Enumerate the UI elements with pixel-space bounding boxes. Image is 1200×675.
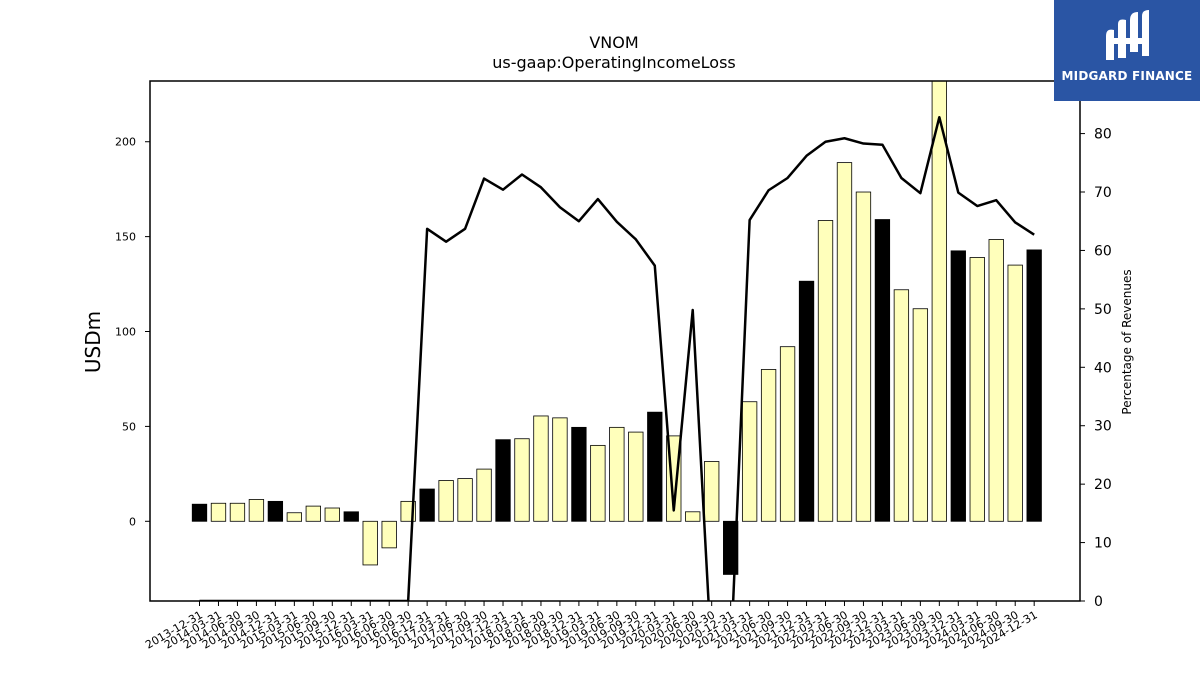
bar xyxy=(533,415,549,522)
brand-logo: MIDGARD FINANCE xyxy=(1054,0,1200,101)
y-tick-label-left: 100 xyxy=(115,326,136,339)
bar xyxy=(836,162,853,522)
bar xyxy=(343,511,359,522)
bar xyxy=(1026,249,1042,522)
bar xyxy=(893,289,910,522)
plot-marks xyxy=(191,81,1042,601)
bar xyxy=(229,502,246,522)
y-tick-label-right: 50 xyxy=(1094,302,1112,318)
logo-mark-icon xyxy=(1106,10,1149,60)
bar xyxy=(419,488,435,522)
logo-text: MIDGARD FINANCE xyxy=(1061,69,1193,83)
bar xyxy=(248,499,265,522)
bar xyxy=(1007,264,1023,522)
bar xyxy=(552,417,568,522)
bar xyxy=(817,220,834,522)
bar xyxy=(760,369,777,522)
y-axis-label-right: Percentage of Revenues xyxy=(1120,269,1134,414)
bar xyxy=(457,478,473,522)
plot-frame xyxy=(149,80,1081,602)
plot-area: 050100150200010203040506070802013-12-312… xyxy=(115,80,1112,652)
bar xyxy=(476,468,492,522)
bar xyxy=(779,346,796,522)
y-tick-label-left: 50 xyxy=(122,420,136,433)
bar xyxy=(324,507,340,522)
bar xyxy=(969,257,985,522)
y-tick-label-left: 0 xyxy=(129,515,136,528)
bar xyxy=(609,426,625,522)
bar xyxy=(950,250,966,522)
y-tick-label-right: 80 xyxy=(1094,127,1112,143)
bar xyxy=(931,81,947,522)
bar xyxy=(286,512,303,522)
bar xyxy=(704,461,720,522)
chart-subtitle: us-gaap:OperatingIncomeLoss xyxy=(492,53,736,72)
y-tick-label-right: 0 xyxy=(1094,594,1103,610)
y-tick-label-right: 10 xyxy=(1094,536,1112,552)
bar xyxy=(855,191,872,522)
bar xyxy=(798,280,815,522)
bar xyxy=(210,502,227,522)
y-tick-label-right: 30 xyxy=(1094,419,1112,435)
y-tick-label-right: 60 xyxy=(1094,243,1112,259)
y-tick-label-left: 150 xyxy=(115,231,136,244)
bar xyxy=(267,500,284,522)
bar xyxy=(191,503,208,522)
bar xyxy=(305,505,321,522)
y-tick-label-right: 40 xyxy=(1094,360,1112,376)
bar xyxy=(647,411,663,522)
bar xyxy=(514,438,530,522)
bar xyxy=(590,444,606,522)
bar xyxy=(495,439,511,522)
bar xyxy=(628,431,644,522)
bar xyxy=(685,511,701,522)
y-axis-label-left: USDm xyxy=(81,311,105,373)
bar xyxy=(438,480,454,522)
bar xyxy=(571,426,587,522)
bar xyxy=(381,520,397,549)
y-tick-label-right: 20 xyxy=(1094,477,1112,493)
y-tick-label-left: 200 xyxy=(115,136,136,149)
y-tick-label-right: 70 xyxy=(1094,185,1112,201)
bar xyxy=(874,219,891,522)
chart-title: VNOM xyxy=(589,33,638,52)
bar xyxy=(912,308,929,522)
bar xyxy=(362,520,378,566)
series-line xyxy=(199,115,1035,601)
bar xyxy=(741,401,758,522)
bar xyxy=(988,239,1004,522)
